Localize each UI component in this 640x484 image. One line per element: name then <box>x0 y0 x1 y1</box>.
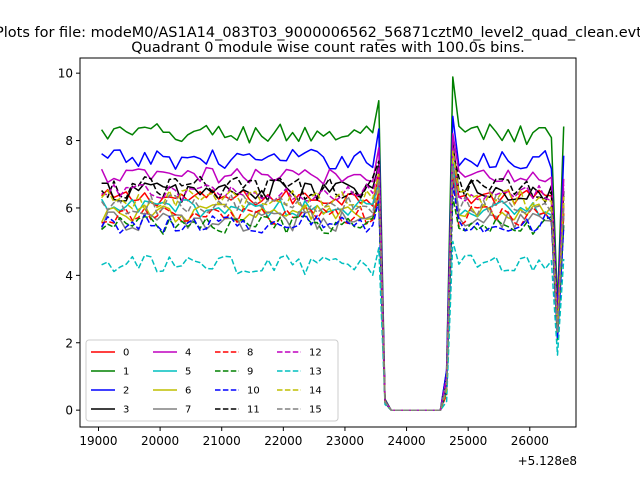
figure-suptitle: Plots for file: modeM0/AS1A14_083T03_900… <box>0 25 640 41</box>
legend-label-8: 8 <box>247 348 253 359</box>
x-tick-label: 23000 <box>326 434 364 448</box>
legend-label-3: 3 <box>123 405 129 416</box>
series-line-14 <box>101 150 565 411</box>
series-line-2 <box>101 115 565 411</box>
series-line-11 <box>101 151 565 411</box>
legend-label-6: 6 <box>185 386 191 397</box>
legend-label-14: 14 <box>309 386 322 397</box>
y-tick-label: 6 <box>65 201 73 215</box>
legend-label-15: 15 <box>309 405 322 416</box>
x-tick-label: 21000 <box>203 434 241 448</box>
y-tick-label: 8 <box>65 134 73 148</box>
series-line-4 <box>100 132 565 411</box>
x-offset-label: +5.128e8 <box>518 454 577 468</box>
x-tick-label: 22000 <box>264 434 302 448</box>
legend-label-4: 4 <box>185 348 191 359</box>
legend-label-10: 10 <box>247 386 260 397</box>
series-line-9 <box>101 196 565 411</box>
plot-frame <box>79 57 577 428</box>
series-line-13 <box>101 240 565 411</box>
legend-label-2: 2 <box>123 386 129 397</box>
series-line-15 <box>100 165 565 411</box>
chart-title: Quadrant 0 module wise count rates with … <box>131 40 525 56</box>
series-line-1 <box>100 76 565 411</box>
y-tick-label: 10 <box>58 67 73 81</box>
series-layer <box>100 76 565 411</box>
y-tick-label: 4 <box>65 269 73 283</box>
legend-label-7: 7 <box>185 405 191 416</box>
legend-label-1: 1 <box>123 367 129 378</box>
legend-label-5: 5 <box>185 367 191 378</box>
legend-box <box>85 339 339 422</box>
legend-label-13: 13 <box>309 367 322 378</box>
x-tick-label: 20000 <box>141 434 179 448</box>
x-tick-label: 26000 <box>511 434 549 448</box>
x-tick-label: 19000 <box>79 434 117 448</box>
y-tick-label: 2 <box>65 336 73 350</box>
legend-label-9: 9 <box>247 367 253 378</box>
legend-label-0: 0 <box>123 348 129 359</box>
series-line-8 <box>101 177 565 411</box>
x-tick-label: 25000 <box>449 434 487 448</box>
legend-label-11: 11 <box>247 405 260 416</box>
x-tick-label: 24000 <box>387 434 425 448</box>
y-tick-label: 0 <box>65 404 73 418</box>
legend-label-12: 12 <box>309 348 322 359</box>
x-axis: 19000 20000 21000 22000 23000 24000 25000 26000 <box>79 427 549 448</box>
y-axis: 0 2 4 6 8 10 <box>58 67 80 418</box>
series-line-12 <box>101 145 565 411</box>
series-line-10 <box>100 183 565 411</box>
